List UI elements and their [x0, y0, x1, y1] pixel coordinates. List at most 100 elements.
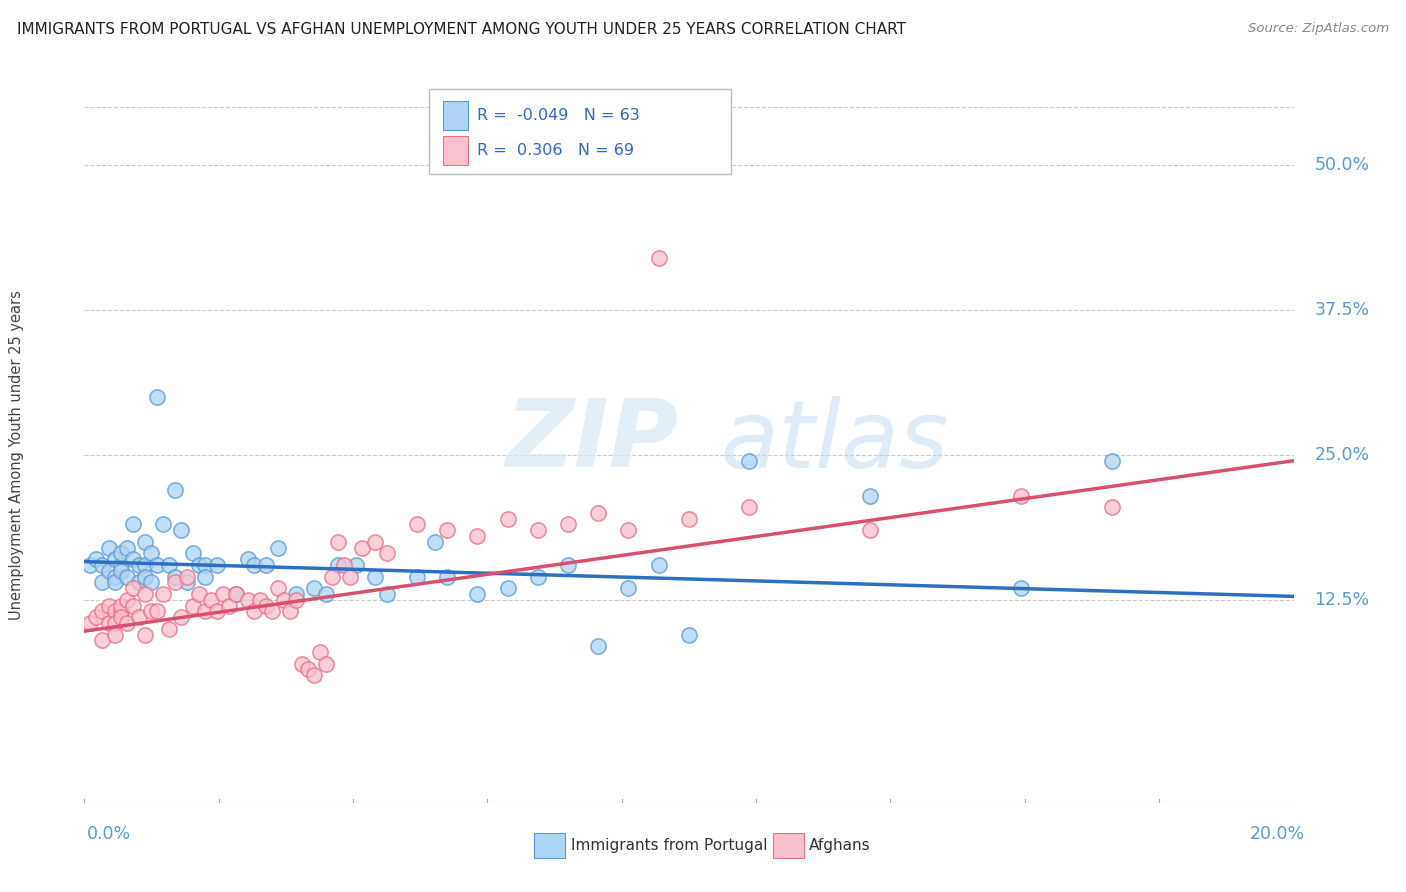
Point [128, 558, 150, 573]
Point [302, 582, 325, 596]
Point [91, 605, 114, 619]
Point [104, 575, 127, 590]
Point [146, 390, 169, 404]
Point [328, 558, 350, 573]
Point [97, 615, 120, 630]
Text: 37.5%: 37.5% [1315, 301, 1369, 319]
Text: Source: ZipAtlas.com: Source: ZipAtlas.com [1249, 22, 1389, 36]
Point [1010, 582, 1032, 596]
Point [97, 541, 120, 555]
Point [333, 558, 356, 573]
Point [139, 605, 162, 619]
Point [152, 517, 174, 532]
Point [242, 558, 264, 573]
Point [157, 622, 180, 636]
Point [207, 605, 229, 619]
Point [97, 564, 120, 578]
Point [496, 582, 519, 596]
Text: Afghans: Afghans [808, 838, 870, 853]
Point [139, 546, 162, 561]
Point [678, 628, 700, 642]
Point [91, 633, 114, 648]
Point [121, 552, 143, 566]
Point [738, 453, 761, 467]
Point [273, 592, 295, 607]
Point [188, 587, 211, 601]
Point [146, 558, 169, 573]
Point [194, 570, 217, 584]
Point [267, 541, 290, 555]
Point [121, 599, 143, 613]
Point [115, 615, 138, 630]
Point [115, 570, 138, 584]
Point [588, 506, 610, 520]
Point [363, 570, 385, 584]
Point [200, 592, 222, 607]
Point [225, 587, 247, 601]
Point [236, 592, 259, 607]
Point [406, 517, 429, 532]
Point [467, 587, 489, 601]
Point [738, 500, 761, 514]
Point [134, 558, 156, 573]
Point [157, 558, 180, 573]
Point [115, 541, 138, 555]
Point [321, 570, 343, 584]
Point [267, 582, 290, 596]
Point [346, 558, 368, 573]
Point [110, 599, 132, 613]
Text: 25.0%: 25.0% [1315, 446, 1369, 464]
Point [436, 523, 458, 537]
Point [110, 564, 132, 578]
Point [678, 511, 700, 525]
Point [557, 517, 579, 532]
Text: Immigrants from Portugal: Immigrants from Portugal [571, 838, 768, 853]
Text: 50.0%: 50.0% [1315, 156, 1369, 174]
Point [242, 605, 264, 619]
Point [188, 558, 211, 573]
Point [115, 592, 138, 607]
Point [134, 534, 156, 549]
Text: ZIP: ZIP [506, 395, 679, 487]
Point [328, 534, 350, 549]
Text: IMMIGRANTS FROM PORTUGAL VS AFGHAN UNEMPLOYMENT AMONG YOUTH UNDER 25 YEARS CORRE: IMMIGRANTS FROM PORTUGAL VS AFGHAN UNEMP… [17, 22, 905, 37]
Point [152, 587, 174, 601]
Point [104, 605, 127, 619]
Point [284, 592, 308, 607]
Point [1101, 500, 1123, 514]
Point [375, 546, 398, 561]
Point [339, 570, 361, 584]
Point [496, 511, 519, 525]
Point [79, 615, 101, 630]
Point [406, 570, 429, 584]
Text: 0.0%: 0.0% [87, 825, 131, 843]
Point [146, 605, 169, 619]
Point [163, 570, 186, 584]
Point [375, 587, 398, 601]
Point [79, 558, 101, 573]
Point [315, 587, 337, 601]
Point [647, 251, 671, 265]
Point [121, 517, 143, 532]
Point [302, 668, 325, 682]
Point [128, 575, 150, 590]
Point [121, 582, 143, 596]
Point [212, 587, 235, 601]
Point [91, 558, 114, 573]
Point [104, 552, 127, 566]
Point [218, 599, 240, 613]
Point [139, 575, 162, 590]
Point [128, 610, 150, 624]
Point [588, 639, 610, 653]
Point [110, 605, 132, 619]
Point [278, 605, 301, 619]
Text: Unemployment Among Youth under 25 years: Unemployment Among Youth under 25 years [10, 290, 24, 620]
Point [194, 605, 217, 619]
Point [291, 657, 314, 671]
Point [423, 534, 446, 549]
Point [207, 558, 229, 573]
Point [104, 570, 127, 584]
Point [436, 570, 458, 584]
Point [97, 599, 120, 613]
Point [194, 558, 217, 573]
